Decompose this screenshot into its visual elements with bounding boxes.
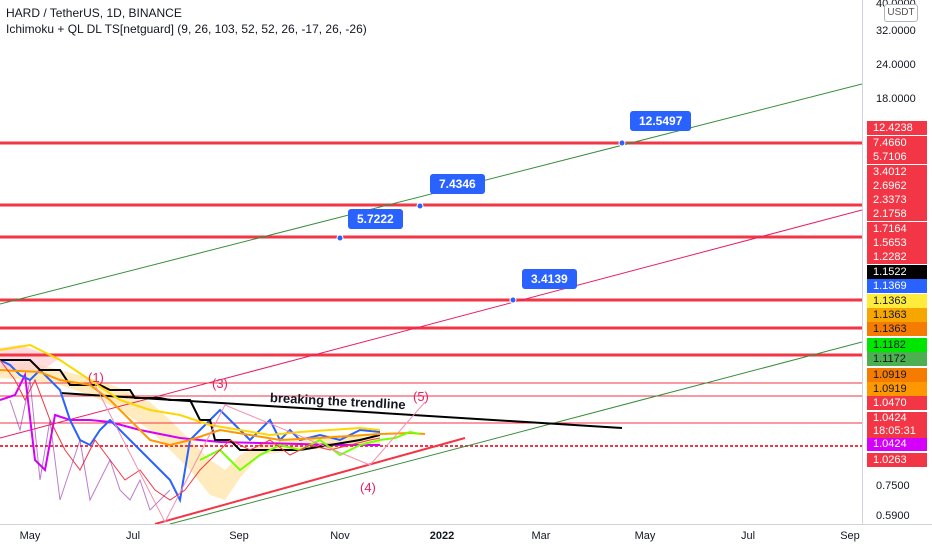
black-kijun <box>0 359 381 451</box>
bar-countdown: 18:05:31 <box>873 425 916 437</box>
price-label: 1.5653 <box>867 236 927 250</box>
price-label: 1.1172 <box>867 352 927 366</box>
price-label: 7.4660 <box>867 136 927 150</box>
price-label: 1.1363 <box>867 294 927 308</box>
price-tick: 0.5900 <box>876 510 910 522</box>
green-lagging-span <box>199 430 421 472</box>
price-label: 1.1182 <box>867 338 927 352</box>
price-label: 1.1363 <box>867 322 927 336</box>
time-tick: May <box>634 530 656 542</box>
price-label: 2.3373 <box>867 193 927 207</box>
elliott-wave-lines <box>94 384 426 524</box>
symbol-title[interactable]: HARD / TetherUS, 1D, BINANCE <box>6 6 182 20</box>
price-label: 1.0919 <box>867 368 927 382</box>
price-tick: 32.0000 <box>876 25 916 37</box>
price-label: 1.1369 <box>867 279 927 293</box>
chart-canvas[interactable] <box>0 0 862 524</box>
price-label: 12.4238 <box>867 121 927 135</box>
time-tick: Sep <box>229 530 249 542</box>
wave-label-5: (5) <box>413 389 429 404</box>
price-label: 1.1363 <box>867 308 927 322</box>
wave-label-3: (3) <box>212 376 228 391</box>
red-support-trendline <box>154 437 466 524</box>
time-tick: Jul <box>740 530 756 542</box>
purple-baseline <box>0 371 380 473</box>
time-tick: Jul <box>125 530 141 542</box>
pink-trendline <box>0 209 862 439</box>
price-tick: 24.0000 <box>876 59 916 71</box>
price-label: 1.0919 <box>867 382 927 396</box>
blue-line <box>0 359 381 504</box>
time-tick-year: 2022 <box>429 530 455 542</box>
callout-anchor-3-4139[interactable] <box>509 296 517 304</box>
price-label: 1.7164 <box>867 222 927 236</box>
time-tick: Nov <box>330 530 350 542</box>
price-label: 2.6962 <box>867 179 927 193</box>
wave-label-1: (1) <box>88 370 104 385</box>
price-label: 2.1758 <box>867 207 927 221</box>
wave-label-4: (4) <box>360 480 376 495</box>
price-callout[interactable]: 12.5497 <box>630 111 692 131</box>
price-callout[interactable]: 7.4346 <box>430 174 485 194</box>
chart-header: HARD / TetherUS, 1D, BINANCE Ichimoku + … <box>6 5 367 37</box>
green-lower-trendline <box>169 341 862 524</box>
time-axis[interactable] <box>0 524 932 551</box>
price-label: 1.0424 <box>867 437 927 451</box>
last-price-value: 1.0424 <box>873 412 907 424</box>
last-price-countdown-tag: 1.0424 18:05:31 <box>867 412 927 438</box>
price-label: 1.1522 <box>867 265 927 279</box>
indicator-legend[interactable]: Ichimoku + QL DL TS[netguard] (9, 26, 10… <box>6 22 367 36</box>
callout-anchor-5-7222[interactable] <box>336 234 344 242</box>
price-callout[interactable]: 5.7222 <box>348 209 403 229</box>
orange-line <box>0 369 426 447</box>
price-callout[interactable]: 3.4139 <box>522 269 577 289</box>
time-tick: Sep <box>840 530 860 542</box>
price-tick: 18.0000 <box>876 93 916 105</box>
currency-label[interactable]: USDT <box>884 4 918 22</box>
price-label: 1.0470 <box>867 396 927 410</box>
time-tick: May <box>19 530 41 542</box>
price-candles <box>9 379 171 511</box>
price-label: 3.4012 <box>867 165 927 179</box>
callout-anchor-7-4346[interactable] <box>416 202 424 210</box>
price-tick: 0.7500 <box>876 480 910 492</box>
callout-anchor-12-5497[interactable] <box>618 139 626 147</box>
price-label: 1.2282 <box>867 250 927 264</box>
price-label: 5.7106 <box>867 150 927 164</box>
green-upper-trendline <box>0 83 862 305</box>
time-tick: Mar <box>531 530 551 542</box>
yellow-line <box>0 343 381 437</box>
price-label: 1.0263 <box>867 453 927 467</box>
ichimoku-cloud-red <box>0 345 60 372</box>
chart-area[interactable] <box>0 0 862 524</box>
